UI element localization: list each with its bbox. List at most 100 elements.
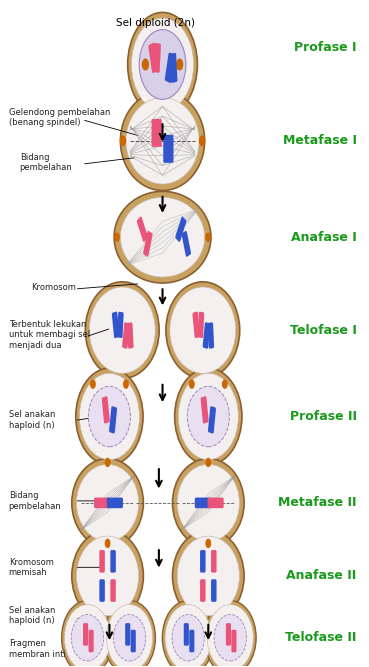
Circle shape xyxy=(124,380,128,388)
FancyBboxPatch shape xyxy=(201,396,208,424)
Text: Profase II: Profase II xyxy=(290,410,356,423)
Circle shape xyxy=(200,136,205,145)
Ellipse shape xyxy=(170,287,236,374)
FancyBboxPatch shape xyxy=(184,623,189,646)
FancyBboxPatch shape xyxy=(231,630,237,652)
FancyBboxPatch shape xyxy=(168,135,173,163)
Ellipse shape xyxy=(89,287,155,374)
Circle shape xyxy=(106,458,110,466)
Ellipse shape xyxy=(76,536,139,616)
Ellipse shape xyxy=(71,614,104,661)
FancyBboxPatch shape xyxy=(152,119,158,147)
FancyBboxPatch shape xyxy=(193,311,200,338)
Text: Sel anakan
haploid (n): Sel anakan haploid (n) xyxy=(9,410,55,430)
Ellipse shape xyxy=(64,604,111,667)
Ellipse shape xyxy=(162,600,214,667)
Text: Telofase I: Telofase I xyxy=(290,323,356,337)
Ellipse shape xyxy=(89,386,131,447)
FancyBboxPatch shape xyxy=(182,231,191,257)
Circle shape xyxy=(190,380,194,388)
Text: Anafase I: Anafase I xyxy=(291,231,356,243)
FancyBboxPatch shape xyxy=(189,630,194,652)
FancyBboxPatch shape xyxy=(200,579,206,602)
FancyBboxPatch shape xyxy=(200,550,206,573)
Ellipse shape xyxy=(178,374,238,460)
FancyBboxPatch shape xyxy=(83,623,88,646)
Ellipse shape xyxy=(172,459,244,547)
Ellipse shape xyxy=(172,614,204,661)
FancyBboxPatch shape xyxy=(226,623,231,646)
Circle shape xyxy=(142,59,148,70)
FancyBboxPatch shape xyxy=(131,630,136,652)
Text: Terbentuk lekukan
untuk membagi sel
menjadi dua: Terbentuk lekukan untuk membagi sel menj… xyxy=(9,320,90,350)
Ellipse shape xyxy=(207,604,254,667)
FancyBboxPatch shape xyxy=(102,396,110,424)
Text: Anafase II: Anafase II xyxy=(286,570,356,582)
Text: Gelendong pembelahan
(benang spindel): Gelendong pembelahan (benang spindel) xyxy=(9,108,110,127)
FancyBboxPatch shape xyxy=(117,311,124,338)
Text: Fragmen
membran inti: Fragmen membran inti xyxy=(9,639,66,659)
FancyBboxPatch shape xyxy=(203,322,210,349)
FancyBboxPatch shape xyxy=(208,498,224,508)
FancyBboxPatch shape xyxy=(148,43,158,73)
FancyBboxPatch shape xyxy=(94,498,110,508)
Ellipse shape xyxy=(172,530,244,622)
Ellipse shape xyxy=(175,368,242,465)
Ellipse shape xyxy=(165,604,211,667)
FancyBboxPatch shape xyxy=(208,406,216,434)
Circle shape xyxy=(206,458,210,466)
FancyBboxPatch shape xyxy=(99,550,105,573)
Ellipse shape xyxy=(76,464,139,542)
Text: Metafase II: Metafase II xyxy=(278,496,356,510)
FancyBboxPatch shape xyxy=(170,53,177,83)
FancyBboxPatch shape xyxy=(137,216,148,242)
Ellipse shape xyxy=(139,29,186,99)
Ellipse shape xyxy=(113,614,146,661)
Text: Telofase II: Telofase II xyxy=(285,631,356,644)
FancyBboxPatch shape xyxy=(211,579,217,602)
Text: Kromosom
memisah: Kromosom memisah xyxy=(9,558,54,577)
Circle shape xyxy=(120,136,125,145)
FancyBboxPatch shape xyxy=(175,216,186,242)
FancyBboxPatch shape xyxy=(112,311,120,338)
Ellipse shape xyxy=(187,386,229,447)
Ellipse shape xyxy=(72,459,144,547)
Ellipse shape xyxy=(120,197,205,277)
FancyBboxPatch shape xyxy=(156,119,162,147)
FancyBboxPatch shape xyxy=(211,550,217,573)
Text: Profase I: Profase I xyxy=(294,41,356,55)
Ellipse shape xyxy=(204,600,256,667)
Ellipse shape xyxy=(128,13,197,117)
Circle shape xyxy=(115,233,119,241)
FancyBboxPatch shape xyxy=(110,579,116,602)
FancyBboxPatch shape xyxy=(198,311,204,338)
Circle shape xyxy=(177,59,183,70)
Circle shape xyxy=(206,540,210,548)
Circle shape xyxy=(91,380,95,388)
FancyBboxPatch shape xyxy=(143,231,152,257)
Text: Metafase I: Metafase I xyxy=(283,134,356,147)
Circle shape xyxy=(106,540,110,548)
Text: Bidang
pembelahan: Bidang pembelahan xyxy=(9,491,62,510)
Ellipse shape xyxy=(85,282,159,379)
FancyBboxPatch shape xyxy=(208,322,214,349)
FancyBboxPatch shape xyxy=(165,53,175,83)
FancyBboxPatch shape xyxy=(109,406,117,434)
FancyBboxPatch shape xyxy=(110,550,116,573)
Text: Bidang
pembelahan: Bidang pembelahan xyxy=(20,153,72,173)
Ellipse shape xyxy=(62,600,113,667)
Ellipse shape xyxy=(177,536,239,616)
FancyBboxPatch shape xyxy=(153,43,161,73)
Ellipse shape xyxy=(120,91,205,191)
Ellipse shape xyxy=(131,18,194,111)
Text: Sel diploid (2n): Sel diploid (2n) xyxy=(116,17,195,27)
Text: Sel anakan
haploid (n): Sel anakan haploid (n) xyxy=(9,606,55,626)
Ellipse shape xyxy=(72,530,144,622)
Text: Kromosom: Kromosom xyxy=(31,283,76,291)
FancyBboxPatch shape xyxy=(99,579,105,602)
FancyBboxPatch shape xyxy=(89,630,94,652)
Ellipse shape xyxy=(114,191,211,283)
Circle shape xyxy=(223,380,227,388)
Circle shape xyxy=(206,233,210,241)
FancyBboxPatch shape xyxy=(122,322,130,349)
